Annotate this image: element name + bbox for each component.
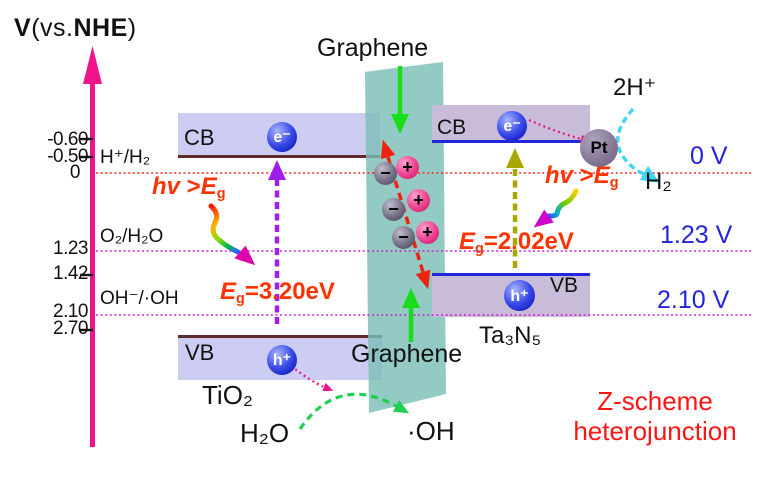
plus-sign: + bbox=[402, 157, 413, 177]
tio2-hole-sphere: h⁺ bbox=[267, 345, 297, 375]
annotation-line2: heterojunction bbox=[573, 415, 737, 446]
hv-italic: hv bbox=[545, 162, 574, 189]
tick-2-70: 2.70 bbox=[53, 318, 88, 339]
pt-cocatalyst: Pt bbox=[580, 129, 618, 167]
protons-label: 2H⁺ bbox=[613, 74, 657, 101]
ta3n5-hole-sphere: h⁺ bbox=[504, 280, 535, 311]
z-scheme-annotation: Z-scheme heterojunction bbox=[550, 386, 760, 447]
photon-label-left: hv >Eg bbox=[152, 173, 226, 203]
hole-label: h⁺ bbox=[510, 287, 529, 305]
eg-subscript: g bbox=[216, 186, 226, 203]
axis-title-paren: ) bbox=[127, 14, 137, 42]
minus-sign: − bbox=[398, 227, 409, 247]
tick-1-42: 1.42 bbox=[53, 263, 88, 284]
axis-title-v: V bbox=[14, 14, 32, 42]
axis-title: V(vs.NHE) bbox=[14, 16, 137, 41]
ta3n5-bandgap-value: =2.02eV bbox=[483, 228, 574, 255]
tick-2-10: 2.10 bbox=[53, 301, 88, 322]
photon-label-right: hv >Eg bbox=[545, 162, 619, 192]
photon-arrow-right bbox=[533, 188, 579, 228]
voltage-1-23v: 1.23 V bbox=[660, 221, 733, 249]
tio2-bandgap-value: =3.20eV bbox=[244, 278, 335, 305]
voltage-0v: 0 V bbox=[690, 142, 728, 170]
plus-sign: + bbox=[413, 190, 424, 210]
electron-label: e⁻ bbox=[503, 118, 521, 135]
tio2-electron-sphere: e⁻ bbox=[267, 122, 297, 152]
axis-title-vs: (vs. bbox=[31, 14, 74, 42]
pt-label: Pt bbox=[590, 138, 608, 157]
minus-sign: − bbox=[380, 163, 391, 183]
hole-label: h⁺ bbox=[272, 352, 292, 369]
gt-sign: > bbox=[573, 162, 594, 189]
axis-title-nhe: NHE bbox=[73, 14, 128, 42]
eg-symbol: E bbox=[220, 278, 237, 305]
positive-charge-sphere: + bbox=[407, 189, 430, 212]
tio2-vb-label: VB bbox=[185, 340, 215, 365]
eg-subscript: g bbox=[475, 241, 484, 258]
photon-arrow-left bbox=[208, 203, 256, 266]
tio2-label: TiO₂ bbox=[202, 380, 254, 410]
eg-symbol: E bbox=[459, 228, 476, 255]
redox-o2-h2o: O₂/H₂O bbox=[100, 226, 164, 247]
hydroxyl-radical-label: ·OH bbox=[407, 416, 455, 446]
eg-subscript: g bbox=[609, 175, 619, 192]
ta3n5-label: Ta₃N₅ bbox=[479, 322, 542, 349]
eg-symbol: E bbox=[200, 173, 217, 200]
negative-charge-sphere: − bbox=[374, 162, 397, 185]
tio2-bandgap-label: Eg=3.20eV bbox=[220, 278, 335, 308]
ta3n5-cb-label: CB bbox=[437, 116, 467, 139]
negative-charge-sphere: − bbox=[392, 226, 415, 249]
redox-h2: H⁺/H₂ bbox=[100, 147, 151, 168]
positive-charge-sphere: + bbox=[416, 221, 439, 244]
minus-sign: − bbox=[388, 199, 399, 219]
voltage-2-10v: 2.10 V bbox=[657, 286, 730, 314]
electron-label: e⁻ bbox=[273, 129, 291, 146]
tick-minus-0-60: -0.60 bbox=[47, 129, 88, 150]
positive-charge-sphere: + bbox=[396, 156, 419, 179]
hv-italic: hv bbox=[152, 173, 181, 200]
ta3n5-bandgap-label: Eg=2.02eV bbox=[459, 228, 574, 258]
plus-sign: + bbox=[422, 222, 433, 242]
tick-minus-0-50: -0.50 bbox=[47, 146, 88, 167]
graphene-top-label: Graphene bbox=[317, 34, 429, 62]
tick-zero: 0 bbox=[69, 162, 81, 183]
graphene-bottom-label: Graphene bbox=[351, 340, 463, 368]
annotation-line1: Z-scheme bbox=[597, 386, 713, 416]
ta3n5-electron-sphere: e⁻ bbox=[497, 111, 527, 141]
eg-symbol: E bbox=[593, 162, 610, 189]
tick-1-23: 1.23 bbox=[53, 238, 88, 259]
eg-subscript: g bbox=[236, 291, 245, 308]
negative-charge-sphere: − bbox=[382, 198, 405, 221]
nhe-axis-arrowhead bbox=[83, 46, 102, 84]
gt-sign: > bbox=[180, 173, 201, 200]
ta3n5-vb-label: VB bbox=[550, 274, 579, 297]
redox-oh: OH⁻/·OH bbox=[100, 288, 179, 309]
tio2-cb-label: CB bbox=[184, 125, 215, 150]
water-label: H₂O bbox=[240, 418, 290, 448]
hydrogen-label: H₂ bbox=[645, 168, 672, 195]
